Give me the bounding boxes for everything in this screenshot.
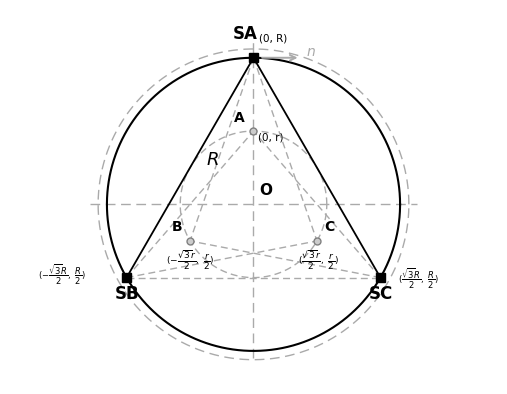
Text: O: O xyxy=(260,184,272,199)
Polygon shape xyxy=(249,53,258,62)
Text: B: B xyxy=(172,219,183,234)
Text: $(-\dfrac{\sqrt{3}R}{2},\ \dfrac{R}{2})$: $(-\dfrac{\sqrt{3}R}{2},\ \dfrac{R}{2})$ xyxy=(38,263,86,287)
Text: $(\dfrac{\sqrt{3}r}{2},\ \dfrac{r}{2})$: $(\dfrac{\sqrt{3}r}{2},\ \dfrac{r}{2})$ xyxy=(298,248,339,272)
Text: A: A xyxy=(234,111,245,125)
Text: $n$: $n$ xyxy=(306,45,316,59)
Text: (0, R): (0, R) xyxy=(260,33,287,43)
Text: $(-\dfrac{\sqrt{3}r}{2},\ \dfrac{r}{2})$: $(-\dfrac{\sqrt{3}r}{2},\ \dfrac{r}{2})$ xyxy=(166,248,214,272)
Text: $R$: $R$ xyxy=(206,151,219,169)
Text: SB: SB xyxy=(114,285,139,303)
Text: (0, r): (0, r) xyxy=(258,132,283,143)
Text: SA: SA xyxy=(232,25,257,43)
Text: SC: SC xyxy=(368,285,392,303)
Text: $(\dfrac{\sqrt{3}R}{2},\ \dfrac{R}{2})$: $(\dfrac{\sqrt{3}R}{2},\ \dfrac{R}{2})$ xyxy=(398,267,439,291)
Polygon shape xyxy=(122,273,131,282)
Polygon shape xyxy=(376,273,385,282)
Text: C: C xyxy=(324,219,335,234)
